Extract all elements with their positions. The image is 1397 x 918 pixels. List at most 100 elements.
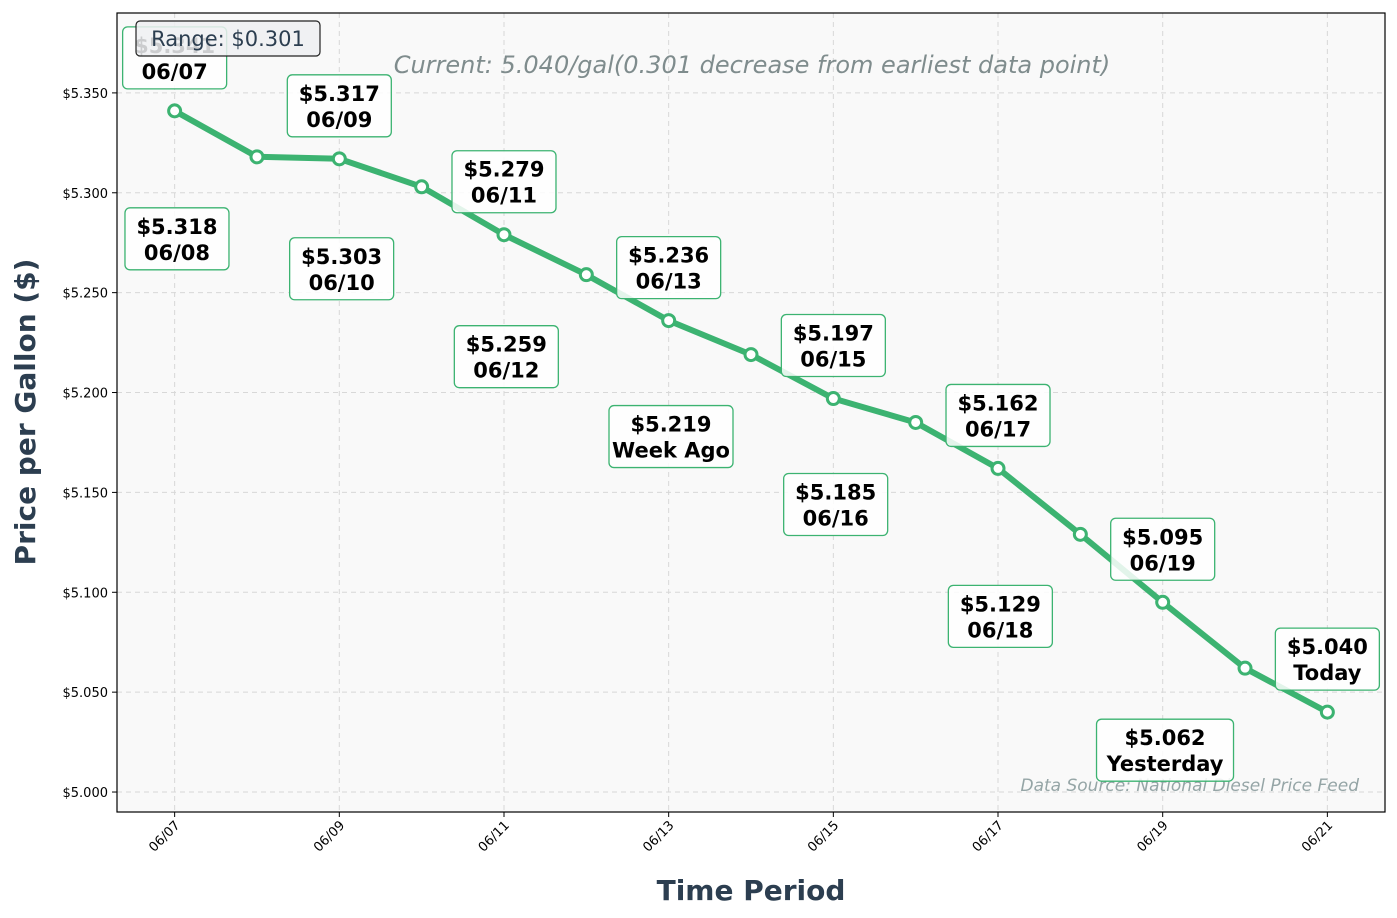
point-date-label: 06/17 bbox=[965, 417, 1031, 441]
x-tick-label: 06/19 bbox=[1134, 818, 1171, 855]
point-date-label: 06/11 bbox=[471, 184, 537, 208]
point-label-box bbox=[608, 404, 734, 469]
point-price-label: $5.318 bbox=[136, 215, 217, 239]
point-price-label: $5.095 bbox=[1122, 525, 1203, 549]
point-date-label: 06/18 bbox=[967, 618, 1033, 642]
range-box-text: Range: $0.301 bbox=[151, 27, 305, 51]
y-axis-title: Price per Gallon ($) bbox=[9, 259, 42, 566]
y-tick-label: $5.100 bbox=[63, 586, 109, 601]
y-tick-label: $5.350 bbox=[63, 87, 109, 102]
point-price-label: $5.162 bbox=[957, 391, 1038, 415]
subtitle-annotation: Current: 5.040/gal(0.301 decrease from e… bbox=[394, 51, 1111, 79]
x-axis: 06/07 06/09 06/11 06/13 06/15 06/17 06/19 06/21 bbox=[146, 812, 1336, 855]
x-tick-label: 06/21 bbox=[1299, 818, 1336, 855]
data-point-marker bbox=[661, 313, 677, 329]
y-tick-label: $5.150 bbox=[63, 486, 109, 501]
point-price-label: $5.279 bbox=[463, 158, 544, 182]
point-date-label: 06/16 bbox=[803, 506, 869, 530]
point-date-label: 06/08 bbox=[144, 241, 210, 265]
point-date-label: Today bbox=[1293, 661, 1362, 685]
point-date-label: 06/13 bbox=[636, 270, 702, 294]
x-tick-label: 06/11 bbox=[476, 818, 513, 855]
data-point-marker bbox=[578, 267, 594, 283]
point-date-label: 06/15 bbox=[800, 348, 866, 372]
point-label-box bbox=[1095, 718, 1235, 782]
plot-frame bbox=[116, 12, 1386, 813]
y-tick-label: $5.000 bbox=[63, 786, 109, 801]
point-date-label: 06/07 bbox=[142, 60, 208, 84]
point-price-label: $5.303 bbox=[301, 245, 382, 269]
range-box: Range: $0.301 bbox=[135, 20, 321, 57]
x-tick-label: 06/17 bbox=[970, 818, 1007, 855]
point-label-box bbox=[945, 383, 1051, 448]
x-tick-label: 06/13 bbox=[640, 818, 677, 855]
data-point-marker bbox=[249, 149, 265, 165]
point-date-label: 06/12 bbox=[473, 359, 539, 383]
x-axis-title: Time Period bbox=[657, 874, 846, 907]
point-date-label: Yesterday bbox=[1106, 752, 1224, 776]
x-tick-label: 06/09 bbox=[311, 818, 348, 855]
data-point-marker bbox=[743, 347, 759, 363]
point-label-box bbox=[783, 472, 889, 537]
point-label-box bbox=[780, 313, 886, 378]
point-price-label: $5.259 bbox=[466, 333, 547, 357]
y-tick-label: $5.300 bbox=[63, 187, 109, 202]
point-label-box bbox=[616, 235, 722, 300]
data-point-marker bbox=[496, 227, 512, 243]
point-price-label: $5.129 bbox=[960, 592, 1041, 616]
point-price-label: $5.219 bbox=[630, 413, 711, 437]
data-point-marker bbox=[908, 414, 924, 430]
point-label-box bbox=[451, 150, 557, 214]
point-label-box bbox=[286, 74, 392, 138]
point-price-label: $5.317 bbox=[299, 82, 380, 106]
point-label-box bbox=[1274, 627, 1381, 691]
data-point-marker bbox=[825, 391, 841, 407]
x-tick-label: 06/15 bbox=[805, 818, 842, 855]
y-tick-label: $5.050 bbox=[63, 686, 109, 701]
point-date-label: Week Ago bbox=[612, 439, 730, 463]
point-label-box bbox=[453, 325, 559, 389]
x-tick-label: 06/07 bbox=[146, 818, 183, 855]
point-label-box bbox=[288, 237, 395, 301]
data-point-marker bbox=[414, 179, 430, 195]
point-date-label: 06/09 bbox=[306, 108, 372, 132]
data-point-marker bbox=[1237, 660, 1253, 676]
point-price-label: $5.197 bbox=[793, 322, 874, 346]
plot-background bbox=[117, 13, 1385, 812]
point-date-label: 06/19 bbox=[1130, 551, 1196, 575]
point-price-label: $5.062 bbox=[1125, 726, 1206, 750]
data-point-marker bbox=[1155, 594, 1171, 610]
y-tick-label: $5.200 bbox=[63, 387, 109, 402]
data-point-marker bbox=[167, 103, 183, 119]
data-point-marker bbox=[990, 460, 1006, 476]
point-price-label: $5.185 bbox=[795, 480, 876, 504]
point-price-label: $5.236 bbox=[628, 244, 709, 268]
y-axis: $5.000 $5.050 $5.100 $5.150 $5.200 $5.250 $5.3… bbox=[63, 87, 117, 801]
point-labels: $5.34106/07$5.31806/08$5.31706/09$5.3030… bbox=[121, 26, 1381, 782]
data-point-marker bbox=[1319, 704, 1335, 720]
range-box-frame bbox=[135, 20, 321, 57]
y-tick-label: $5.250 bbox=[63, 287, 109, 302]
data-point-marker bbox=[331, 151, 347, 167]
point-label-box bbox=[1110, 517, 1216, 581]
data-point-marker bbox=[1072, 526, 1088, 542]
point-label-box bbox=[947, 584, 1054, 648]
point-price-label: $5.040 bbox=[1287, 635, 1368, 659]
point-label-box bbox=[124, 207, 230, 271]
point-date-label: 06/10 bbox=[309, 271, 375, 295]
